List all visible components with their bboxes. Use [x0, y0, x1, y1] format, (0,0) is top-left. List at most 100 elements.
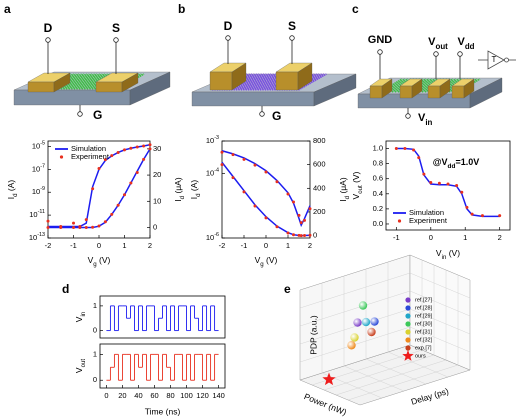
nanotube: [65, 73, 93, 90]
y-tick-label: 10-3: [206, 135, 219, 145]
text-part: in: [442, 254, 447, 261]
grid-line-3d: [299, 290, 411, 327]
terminal-node: [457, 51, 463, 57]
legend-label: ref.[29]: [415, 313, 433, 319]
terminal-label: D: [224, 19, 233, 33]
substrate: [191, 91, 315, 107]
data-point: [417, 156, 421, 160]
nanotube: [240, 73, 270, 91]
x-tick-label: 2: [498, 233, 502, 242]
substrate: [313, 73, 357, 107]
legend-swatch: [405, 321, 411, 327]
y-tick-label: 0.6: [373, 174, 383, 183]
y-tick-label: 0: [93, 326, 97, 335]
y-tick-label: 10-4: [206, 168, 219, 178]
x-tick-label: 2: [308, 241, 312, 250]
y2-tick-label: 10: [153, 196, 161, 205]
x-tick-label: -1: [241, 241, 248, 250]
data-point: [129, 146, 133, 150]
grid-line-3d: [347, 364, 459, 401]
data-point: [412, 148, 416, 152]
data-point: [148, 143, 152, 147]
y-axis-label: Vout: [74, 359, 87, 373]
data-point: [242, 157, 246, 161]
text-part: (V): [264, 255, 278, 265]
data-point: [465, 205, 469, 209]
y-tick-label: 1: [93, 301, 97, 310]
legend-swatch: [405, 297, 411, 303]
terminal-label: Vout: [428, 36, 448, 51]
data-point: [116, 203, 120, 207]
data-point-sphere: [350, 333, 359, 342]
text-part: I: [173, 199, 183, 201]
text-part: 10: [206, 136, 214, 145]
terminal-node: [289, 35, 295, 41]
y-tick-label: 0.8: [373, 159, 383, 168]
text-part: 10: [206, 233, 214, 242]
data-point: [470, 212, 474, 216]
data-point: [308, 207, 312, 211]
text-part: -9: [40, 187, 45, 193]
text-part: V: [428, 36, 436, 48]
y2-tick-label: 30: [153, 144, 161, 153]
text-part: in: [80, 312, 87, 317]
data-point: [220, 163, 224, 167]
text-part: d: [195, 193, 202, 196]
data-point: [110, 212, 114, 216]
data-point: [394, 147, 398, 151]
x-tick-label: -1: [70, 241, 77, 250]
x-tick-label: 2: [148, 241, 152, 250]
data-point-sphere: [367, 327, 376, 337]
terminal-label: G: [93, 108, 102, 122]
gate-label: T: [492, 55, 497, 64]
nanotube: [81, 73, 108, 90]
y-tick-label: 1.0: [373, 144, 383, 153]
contact: [369, 85, 383, 99]
y-axis-label: Id (A): [6, 180, 19, 200]
nanotube: [259, 73, 289, 91]
contact: [275, 71, 299, 91]
data-point: [142, 157, 146, 161]
contact: [209, 71, 233, 91]
data-point: [231, 153, 235, 157]
data-point: [299, 234, 303, 238]
panel-label: c: [352, 2, 359, 16]
nanotube: [250, 73, 279, 91]
terminal-label: Vdd: [457, 36, 474, 51]
data-point: [59, 226, 63, 230]
substrate: [469, 77, 503, 109]
data-point: [264, 216, 268, 220]
nanotube: [70, 73, 98, 90]
text-part: g: [93, 261, 96, 268]
x-tick-label: 1: [122, 241, 126, 250]
text-part: -5: [40, 141, 45, 147]
contact: [231, 62, 247, 91]
terminal-node: [405, 113, 411, 119]
plot-frame: [99, 343, 226, 389]
y-axis-label: Vout (V): [351, 171, 364, 199]
text-part: -3: [214, 135, 219, 141]
terminal-label: D: [44, 21, 53, 35]
data-point: [78, 226, 82, 230]
contact: [53, 72, 71, 93]
data-point: [242, 190, 246, 194]
legend-swatch: [405, 337, 411, 343]
contact: [95, 81, 123, 93]
data-point-star: [322, 372, 336, 386]
data-point: [308, 233, 312, 237]
terminal-node: [45, 37, 51, 43]
grid-line-3d: [409, 290, 471, 317]
data-point: [148, 147, 152, 151]
x-tick-label: -2: [219, 241, 226, 250]
legend-swatch: [402, 350, 414, 361]
data-point: [142, 144, 146, 148]
data-point: [46, 226, 50, 230]
grid-line-3d: [321, 372, 383, 399]
text-part: g: [260, 261, 263, 268]
nanotube: [242, 73, 272, 91]
terminal-node: [77, 111, 83, 117]
data-point: [91, 187, 95, 191]
text-part: (A): [6, 180, 16, 194]
data-point: [220, 150, 224, 154]
